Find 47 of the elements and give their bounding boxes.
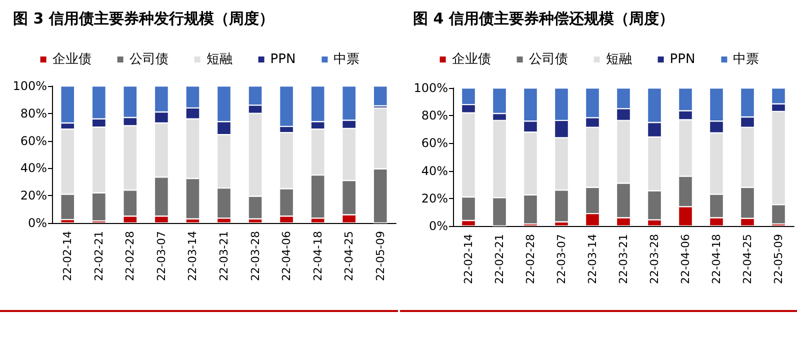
y-tick-label: 100%: [414, 81, 448, 95]
x-tick-label: 22-04-25: [342, 231, 356, 281]
x-tick-label: 22-03-28: [248, 231, 262, 281]
x-tick-label: 22-03-14: [586, 234, 599, 284]
x-tick-label: 22-02-14: [462, 234, 475, 284]
y-tick-label: 0%: [28, 216, 47, 230]
bar: [373, 86, 388, 106]
x-tick-label: 22-03-21: [617, 234, 630, 284]
y-tick-label: 20%: [20, 188, 47, 203]
chart-title: 图 4 信用债主要券种偿还规模（周度）: [413, 10, 674, 28]
y-tick-label: 100%: [12, 79, 47, 93]
legend-label: 公司债: [528, 52, 568, 67]
y-tick-label: 40%: [421, 164, 448, 178]
x-tick-label: 22-02-14: [61, 231, 74, 281]
x-tick-label: 22-02-28: [124, 231, 137, 281]
chart-title: 图 3 信用债主要券种发行规模（周度）: [13, 10, 274, 28]
legend-label: 公司债: [129, 52, 168, 67]
legend-label: PPN: [670, 52, 696, 67]
legend-label: 短融: [206, 52, 232, 67]
y-tick-label: 0%: [428, 219, 448, 233]
y-tick-label: 60%: [421, 136, 448, 150]
x-tick-label: 22-04-06: [280, 231, 294, 281]
y-tick-label: 80%: [20, 106, 47, 120]
x-tick-label: 22-03-28: [648, 234, 661, 284]
y-tick-label: 20%: [421, 191, 448, 206]
legend-label: 短融: [606, 52, 632, 67]
y-tick-label: 80%: [421, 108, 448, 123]
x-tick-label: 22-03-14: [186, 231, 200, 281]
x-tick-label: 22-03-07: [555, 234, 568, 284]
y-tick-label: 60%: [20, 134, 47, 148]
x-tick-label: 22-03-21: [218, 231, 230, 281]
y-tick-label: 40%: [20, 161, 47, 176]
legend-label: 企业债: [52, 52, 92, 67]
x-tick-label: 22-04-18: [710, 234, 723, 284]
x-tick-label: 22-04-06: [679, 234, 692, 284]
legend-label: PPN: [270, 52, 296, 67]
x-tick-label: 22-04-25: [741, 234, 754, 284]
x-tick-label: 22-02-28: [524, 234, 537, 284]
x-tick-label: 22-05-09: [772, 234, 785, 284]
x-tick-label: 22-02-21: [493, 234, 506, 284]
x-tick-label: 22-02-21: [92, 231, 106, 281]
x-tick-label: 22-03-07: [154, 231, 168, 281]
legend-label: 中票: [334, 52, 360, 67]
x-tick-label: 22-05-09: [374, 231, 387, 281]
legend-label: 中票: [733, 52, 760, 67]
legend-label: 企业债: [452, 52, 491, 67]
x-tick-label: 22-04-18: [311, 231, 324, 281]
